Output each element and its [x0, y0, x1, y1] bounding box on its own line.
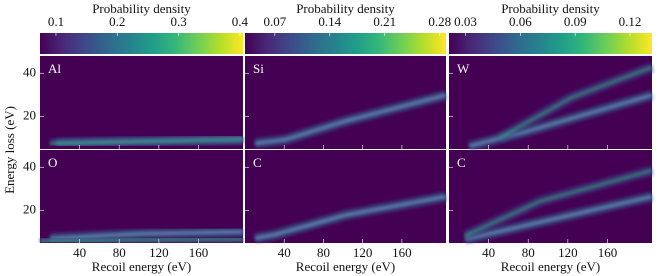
x-axis-label: Recoil energy (eV) — [92, 259, 191, 274]
colorbar-tick-label: 0.09 — [564, 14, 587, 29]
density-ridge — [254, 195, 447, 240]
colorbar-label: Probability density — [92, 1, 191, 16]
panel-label: C — [457, 155, 466, 170]
colorbar-tick-label: 0.06 — [509, 14, 532, 29]
heatmap-panel — [40, 56, 243, 149]
y-tick-label: 40 — [23, 64, 36, 79]
panel-label: C — [253, 155, 262, 170]
colorbar-tick-label: 0.07 — [263, 14, 286, 29]
panel-label: O — [48, 155, 57, 170]
y-tick-label: 20 — [23, 108, 36, 123]
colorbar-tick-label: 0.3 — [170, 14, 186, 29]
x-axis-label: Recoil energy (eV) — [296, 259, 395, 274]
x-tick-label: 160 — [598, 245, 618, 260]
panel-label: Si — [253, 61, 264, 76]
density-ridge — [50, 138, 244, 145]
colorbar-tick-label: 0.14 — [318, 14, 341, 29]
panel-label: Al — [48, 61, 61, 76]
x-tick-label: 120 — [353, 245, 373, 260]
y-tick-label: 40 — [23, 158, 36, 173]
density-ridge — [254, 94, 447, 145]
x-axis-label: Recoil energy (eV) — [501, 259, 600, 274]
density-ridge — [39, 238, 244, 243]
y-tick-label: 20 — [23, 202, 36, 217]
x-tick-label: 120 — [149, 245, 169, 260]
y-axis-label: Energy loss (eV) — [2, 106, 17, 194]
x-tick-label: 40 — [482, 245, 495, 260]
colorbar-tick-label: 0.12 — [619, 14, 642, 29]
x-tick-label: 40 — [278, 245, 291, 260]
x-tick-label: 120 — [558, 245, 578, 260]
colorbar — [245, 33, 446, 54]
colorbar-tick-label: 0.03 — [454, 14, 477, 29]
colorbar — [449, 33, 652, 54]
x-tick-label: 80 — [113, 245, 126, 260]
x-tick-label: 40 — [73, 245, 86, 260]
x-tick-label: 80 — [522, 245, 535, 260]
density-ridge — [499, 66, 653, 139]
x-tick-label: 160 — [189, 245, 209, 260]
panel-label: W — [457, 61, 470, 76]
colorbar-tick-label: 0.28 — [428, 14, 451, 29]
colorbar-label: Probability density — [501, 1, 600, 16]
density-ridge — [465, 195, 653, 241]
colorbar — [40, 33, 243, 54]
x-tick-label: 80 — [317, 245, 330, 260]
colorbar-tick-label: 0.4 — [232, 14, 249, 29]
heatmap-panel — [245, 150, 446, 243]
colorbar-label: Probability density — [296, 1, 395, 16]
x-tick-label: 160 — [392, 245, 412, 260]
colorbar-tick-label: 0.21 — [373, 14, 396, 29]
colorbar-tick-label: 0.2 — [109, 14, 125, 29]
density-ridge — [469, 94, 653, 148]
density-ridge — [464, 169, 653, 237]
colorbar-tick-label: 0.1 — [48, 14, 64, 29]
